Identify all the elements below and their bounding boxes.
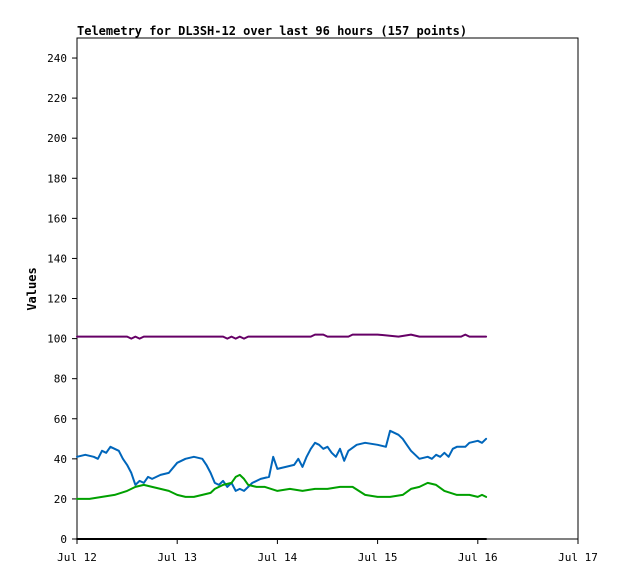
y-tick-label: 100 bbox=[47, 333, 67, 346]
x-tick-label: Jul 17 bbox=[558, 551, 598, 564]
plot-area: 0 20 40 60 80 100 120 140 160 180 200 220 240 Jul 12 J… bbox=[47, 37, 598, 564]
y-tick-label: 140 bbox=[47, 252, 67, 265]
y-tick-label: 40 bbox=[54, 453, 67, 466]
y-tick-label: 0 bbox=[60, 533, 67, 546]
chart-title: Telemetry for DL3SH-12 over last 96 hour… bbox=[77, 24, 467, 38]
x-tick-label: Jul 16 bbox=[458, 551, 498, 564]
y-tick-label: 240 bbox=[47, 52, 67, 65]
y-tick-label: 80 bbox=[54, 373, 67, 386]
series-line-1 bbox=[76, 333, 488, 340]
y-axis-label: Values bbox=[25, 267, 39, 310]
x-tick-label: Jul 13 bbox=[157, 551, 197, 564]
x-tick-label: Jul 15 bbox=[358, 551, 398, 564]
y-tick-label: 220 bbox=[47, 92, 67, 105]
y-tick-label: 160 bbox=[47, 212, 67, 225]
x-tick-label: Jul 14 bbox=[258, 551, 298, 564]
y-tick-label: 200 bbox=[47, 132, 67, 145]
y-tick-label: 60 bbox=[54, 413, 67, 426]
y-tick-label: 120 bbox=[47, 293, 67, 306]
series-line-3 bbox=[76, 473, 488, 500]
series-line-2 bbox=[76, 429, 488, 492]
y-tick-label: 180 bbox=[47, 172, 67, 185]
x-tick-label: Jul 12 bbox=[57, 551, 97, 564]
y-tick-label: 20 bbox=[54, 493, 67, 506]
